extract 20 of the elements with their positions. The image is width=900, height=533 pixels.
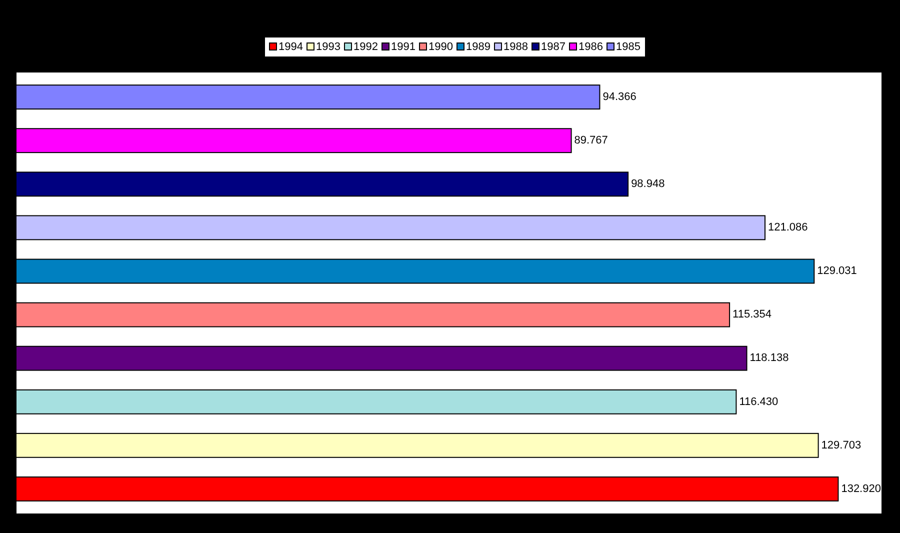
data-label: 115.354: [732, 308, 772, 321]
legend-label: 1989: [466, 40, 490, 53]
legend-label: 1986: [578, 40, 603, 53]
legend-label: 1993: [316, 40, 340, 53]
data-label: 118.138: [750, 352, 789, 364]
legend-label: 1987: [541, 40, 566, 53]
legend-label: 1985: [616, 40, 640, 53]
data-label: 121.086: [768, 222, 808, 234]
data-label: 129.031: [817, 265, 857, 278]
data-label: 116.430: [739, 396, 778, 408]
data-label: 132.920: [841, 482, 881, 495]
legend-label: 1990: [428, 40, 453, 53]
data-label: 94.366: [602, 90, 636, 103]
data-label: 129.703: [821, 439, 862, 452]
data-label: 98.948: [631, 178, 665, 190]
legend-label: 1992: [354, 40, 378, 53]
legend-label: 1994: [278, 40, 303, 53]
legend-label: 1991: [391, 40, 416, 53]
legend-label: 1988: [504, 40, 528, 53]
data-label: 89.767: [574, 134, 608, 146]
